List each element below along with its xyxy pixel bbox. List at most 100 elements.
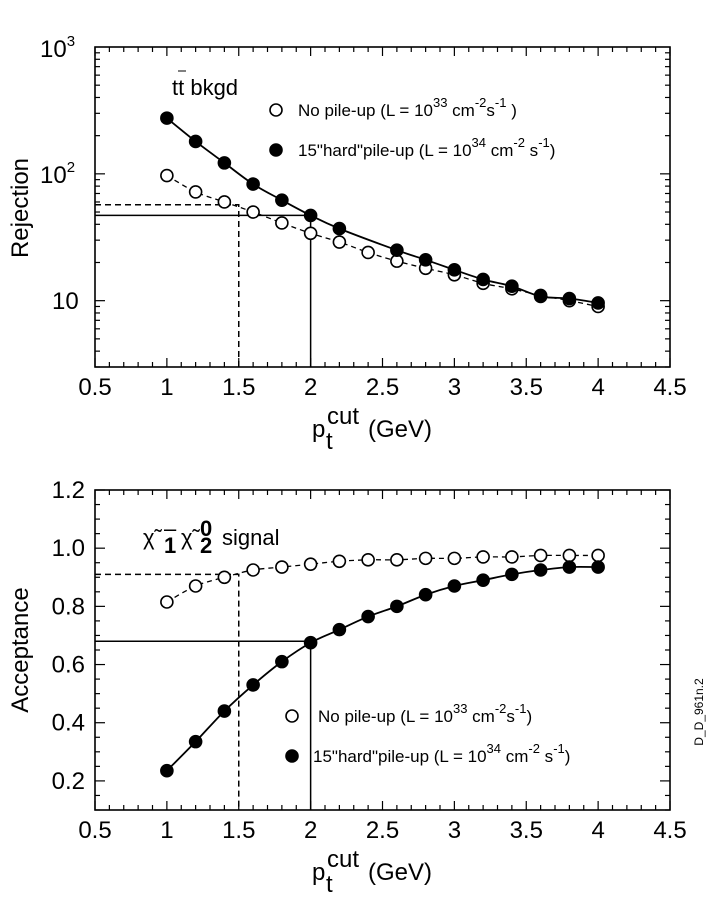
top-point-filled xyxy=(303,208,318,223)
bottom-ytick-label: 1.2 xyxy=(52,477,85,504)
top-ylabel: Rejection xyxy=(7,158,34,258)
bottom-series-line-open xyxy=(166,554,599,603)
bottom-point-open xyxy=(447,551,462,566)
bottom-point-filled xyxy=(332,622,347,637)
top-ytick-1000: 103 xyxy=(40,33,75,63)
top-point-open xyxy=(217,195,232,209)
svg-text:0: 0 xyxy=(200,516,212,541)
top-legend-open-text: No pile-up (L = 1033 cm-2s-1 ) xyxy=(298,95,517,120)
bottom-point-open xyxy=(418,551,433,566)
bottom-point-open xyxy=(390,553,404,567)
bottom-xtick-label: 1 xyxy=(160,817,173,844)
svg-text:signal: signal xyxy=(222,525,279,550)
top-point-filled xyxy=(160,111,174,125)
top-xtick-label: 0.5 xyxy=(78,374,111,401)
svg-text:1: 1 xyxy=(164,533,176,558)
top-xtick-label: 2.5 xyxy=(366,374,399,401)
bottom-panel: 0.2 0.4 0.6 0.8 1.0 1.2 0.5 1 1.5 2 2.5 3 3.5 4 4.5 A… xyxy=(7,477,687,898)
bottom-point-filled xyxy=(188,734,203,749)
bottom-point-open xyxy=(562,548,577,563)
bottom-xlabel: p cut t (GeV) xyxy=(312,846,432,898)
top-guide-dashed xyxy=(95,204,240,367)
bottom-ytick-label: 0.8 xyxy=(52,593,85,620)
top-xtick-label: 4 xyxy=(591,374,604,401)
top-ytick-100: 102 xyxy=(40,159,75,189)
bottom-point-filled xyxy=(390,599,404,614)
top-legend-open-marker xyxy=(269,103,283,117)
top-series-line-open xyxy=(166,174,599,308)
svg-text:p: p xyxy=(312,416,325,443)
bottom-point-filled xyxy=(361,609,375,624)
top-xtick-labels: 0.5 1 1.5 2 2.5 3 3.5 4 4.5 xyxy=(78,374,686,401)
top-point-filled xyxy=(533,289,548,304)
top-xtick-label: 3 xyxy=(448,374,461,401)
top-point-filled xyxy=(591,296,605,310)
bottom-xtick-label: 2 xyxy=(304,817,317,844)
bottom-point-filled xyxy=(533,563,548,577)
bottom-point-open xyxy=(217,570,232,585)
bottom-ytick-labels: 0.2 0.4 0.6 0.8 1.0 1.2 xyxy=(52,477,85,795)
top-xlabel: p cut t (GeV) xyxy=(312,403,432,455)
bottom-point-open xyxy=(533,548,548,563)
svg-text:cut: cut xyxy=(327,846,359,873)
bottom-ytick-label: 1.0 xyxy=(52,535,85,562)
top-point-filled xyxy=(505,279,519,294)
top-guide-lines xyxy=(95,204,312,367)
top-point-open xyxy=(160,168,174,183)
bottom-title: χ̃ – 1 χ̃ 0 2 signal xyxy=(143,516,279,558)
svg-text:t: t xyxy=(326,871,333,898)
bottom-xtick-label: 3 xyxy=(448,817,461,844)
top-xtick-label: 1.5 xyxy=(222,374,255,401)
bottom-point-filled xyxy=(418,587,433,602)
bottom-point-open xyxy=(275,560,289,574)
bottom-point-filled xyxy=(447,579,462,593)
bottom-guide-lines xyxy=(95,573,312,810)
bottom-xtick-label: 2.5 xyxy=(366,817,399,844)
bottom-point-filled xyxy=(275,654,289,669)
svg-text:χ̃: χ̃ xyxy=(181,525,201,550)
top-point-filled xyxy=(275,193,289,207)
bottom-point-filled xyxy=(246,678,260,692)
bottom-xtick-label: 4 xyxy=(591,817,604,844)
top-series xyxy=(160,111,605,314)
bottom-point-filled xyxy=(217,704,232,718)
bottom-xtick-label: 1.5 xyxy=(222,817,255,844)
svg-text:cut: cut xyxy=(327,403,359,430)
bottom-xtick-labels: 0.5 1 1.5 2 2.5 3 3.5 4 4.5 xyxy=(78,817,686,844)
bottom-legend: No pile-up (L = 1033 cm-2s-1) 15"hard"pi… xyxy=(285,701,570,766)
top-xtick-label: 3.5 xyxy=(510,374,543,401)
top-point-open xyxy=(275,216,289,230)
top-point-filled xyxy=(217,156,232,170)
bottom-point-filled xyxy=(591,560,605,574)
bottom-ytick-label: 0.6 xyxy=(52,652,85,679)
bottom-ytick-label: 0.4 xyxy=(52,710,85,737)
top-point-open xyxy=(246,205,260,219)
top-point-filled xyxy=(188,134,203,149)
top-point-open xyxy=(332,235,347,249)
top-ytick-10: 10 xyxy=(52,288,79,315)
bottom-point-filled xyxy=(303,635,318,650)
bottom-point-filled xyxy=(160,763,174,778)
top-point-filled xyxy=(418,253,433,267)
top-point-filled xyxy=(390,243,404,258)
top-xtick-label: 4.5 xyxy=(653,374,686,401)
top-legend: No pile-up (L = 1033 cm-2s-1 ) 15"hard"p… xyxy=(269,95,555,160)
top-point-open xyxy=(303,226,318,241)
bottom-point-filled xyxy=(505,567,519,582)
top-xtick-label: 2 xyxy=(304,374,317,401)
svg-text:(GeV): (GeV) xyxy=(368,416,432,443)
bottom-point-open xyxy=(160,595,174,609)
top-legend-filled-marker xyxy=(269,143,283,157)
bottom-point-open xyxy=(188,579,203,593)
top-guide-solid xyxy=(95,214,312,367)
svg-text:t: t xyxy=(326,428,333,455)
bottom-axes xyxy=(94,489,671,811)
bottom-guide-dashed xyxy=(95,573,240,810)
bottom-legend-open-text: No pile-up (L = 1033 cm-2s-1) xyxy=(318,701,532,726)
top-title: tt bkgd xyxy=(172,75,238,100)
svg-text:p: p xyxy=(312,859,325,886)
bottom-point-open xyxy=(303,557,318,571)
svg-text:(GeV): (GeV) xyxy=(368,859,432,886)
bottom-legend-filled-marker xyxy=(285,749,299,763)
